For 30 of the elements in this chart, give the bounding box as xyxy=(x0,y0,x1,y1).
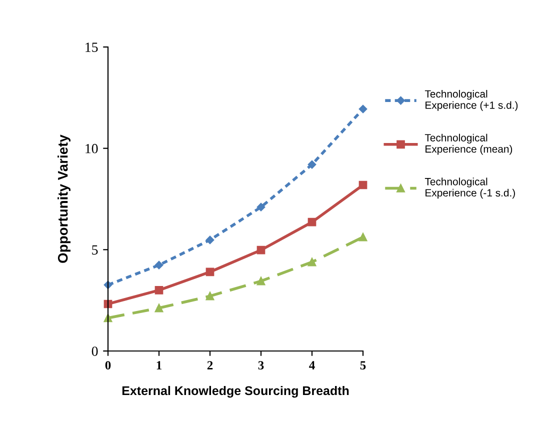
legend-label: Technological Experience (-1 s.d.) xyxy=(424,178,515,199)
y-tick-label: 10 xyxy=(86,144,98,154)
point xyxy=(308,258,316,266)
x-tick-label: 4 xyxy=(309,361,315,370)
x-tick-label: 2 xyxy=(207,361,213,370)
point xyxy=(358,180,368,190)
y-tick-label: 15 xyxy=(86,42,98,52)
x-tick-label: 3 xyxy=(258,361,264,370)
point xyxy=(154,304,164,312)
point xyxy=(256,276,266,286)
point xyxy=(206,236,214,244)
point xyxy=(308,160,316,169)
point xyxy=(256,246,266,254)
y-tick-label: 0 xyxy=(92,346,98,356)
legend-label: Technological Experience (+1 s.d.) xyxy=(424,90,518,111)
point xyxy=(154,286,164,294)
x-tick-label: 5 xyxy=(360,361,366,370)
y-tick-label: 5 xyxy=(92,245,98,255)
point xyxy=(206,268,214,276)
x-tick-label: 0 xyxy=(105,361,111,370)
point xyxy=(308,218,316,226)
point xyxy=(358,232,368,242)
point xyxy=(206,292,214,300)
point xyxy=(154,260,164,270)
point xyxy=(358,104,368,114)
point xyxy=(256,202,266,212)
y-axis-title: Opportunity Variety xyxy=(58,134,70,263)
x-tick-label: 1 xyxy=(156,361,162,370)
x-axis-title: External Knowledge Sourcing Breadth xyxy=(122,386,349,398)
legend-label: Technological Experience (mean) xyxy=(424,134,512,155)
